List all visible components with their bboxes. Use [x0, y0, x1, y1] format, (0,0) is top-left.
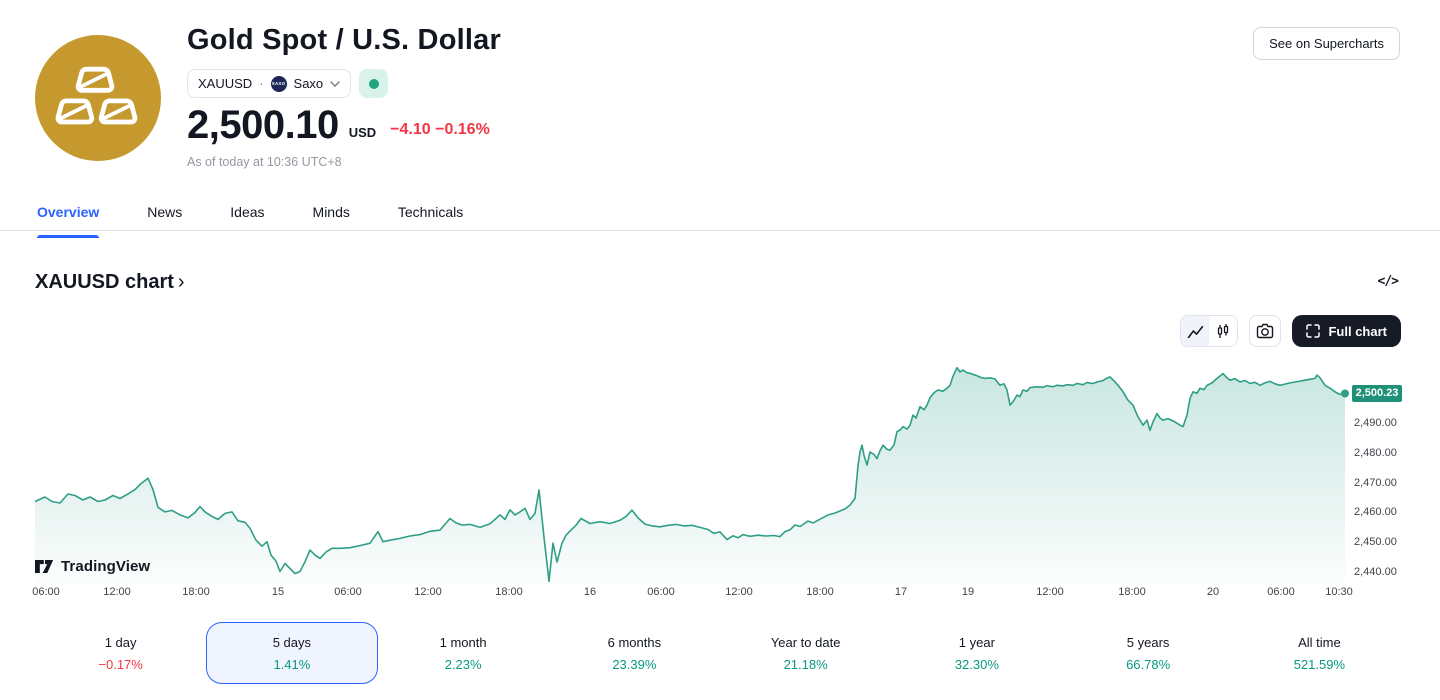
symbol-selector[interactable]: XAUUSD · SAXO Saxo: [187, 69, 352, 98]
price-currency: USD: [348, 125, 377, 140]
chevron-right-icon: ›: [177, 271, 185, 293]
time-scale-label: 06:00: [1267, 586, 1295, 598]
range-percent: 2.23%: [444, 656, 482, 672]
time-scale-label: 16: [583, 586, 597, 598]
price-scale-label: 2,440.00: [1354, 566, 1397, 578]
chart-type-switcher: [1180, 315, 1239, 347]
time-scale-label: 12:00: [1036, 586, 1064, 598]
chart-toolbar: Full chart: [1180, 315, 1401, 347]
time-scale-label: 18:00: [495, 586, 523, 598]
range-label: 1 day: [104, 634, 137, 650]
snapshot-button[interactable]: [1249, 315, 1282, 347]
tab-bar: Overview News Ideas Minds Technicals: [0, 201, 1440, 238]
area-chart-type-button[interactable]: [1181, 316, 1210, 346]
tab-technicals[interactable]: Technicals: [397, 204, 464, 220]
price-scale-label: 2,490.00: [1354, 417, 1397, 429]
page-title: Gold Spot / U.S. Dollar: [187, 24, 501, 56]
change-absolute: −4.10: [390, 121, 431, 138]
range-1-day[interactable]: 1 day −0.17%: [35, 622, 206, 684]
price-chart: 2,490.00 2,480.00 2,470.00 2,460.00 2,450.00…: [0, 358, 1440, 600]
range-label: Year to date: [770, 634, 841, 650]
price-scale-label: 2,470.00: [1354, 476, 1397, 489]
range-percent: 32.30%: [954, 656, 999, 672]
symbol-ticker: XAUUSD: [198, 76, 253, 91]
time-scale-label: 17: [894, 586, 908, 598]
range-year-to-date[interactable]: Year to date 21.18%: [720, 622, 891, 684]
tradingview-logo-icon: [35, 560, 54, 573]
time-scale-label: 18:00: [182, 586, 210, 598]
price-scale-label: 2,460.00: [1354, 506, 1397, 519]
time-scale-label: 20: [1206, 586, 1220, 598]
range-percent: −0.17%: [98, 656, 143, 672]
symbol-row: XAUUSD · SAXO Saxo: [187, 69, 389, 98]
tab-overview[interactable]: Overview: [37, 201, 100, 238]
candles-chart-type-button[interactable]: [1209, 316, 1238, 346]
range-label: 5 years: [1126, 634, 1170, 650]
time-scale-label: 12:00: [414, 586, 442, 598]
range-label: 5 days: [272, 634, 312, 650]
price-scale-label: 2,450.00: [1354, 536, 1397, 549]
tab-ideas[interactable]: Ideas: [230, 204, 265, 220]
full-chart-button[interactable]: Full chart: [1292, 315, 1401, 347]
exchange-logo: SAXO: [270, 75, 287, 92]
camera-icon: [1257, 323, 1274, 339]
symbol-separator: ·: [259, 76, 264, 91]
full-chart-label: Full chart: [1328, 323, 1387, 339]
tab-news[interactable]: News: [147, 204, 183, 220]
chart-section-title: XAUUSD chart: [35, 271, 174, 293]
range-selector: 1 day −0.17% 5 days 1.41% 1 month 2.23% …: [35, 622, 1405, 684]
market-status-badge[interactable]: [359, 69, 389, 98]
chevron-down-icon: [330, 80, 340, 87]
price-row: 2,500.10 USD −4.10 −0.16%: [187, 103, 490, 147]
range-label: 1 month: [439, 634, 487, 650]
range-percent: 521.59%: [1293, 656, 1346, 672]
time-scale-label: 06:00: [647, 586, 675, 598]
time-scale-label: 10:30: [1325, 586, 1353, 598]
time-scale-label: 06:00: [334, 586, 362, 598]
price-change: −4.10 −0.16%: [390, 121, 490, 147]
exchange-name: Saxo: [293, 76, 324, 91]
range-6-months[interactable]: 6 months 23.39%: [549, 622, 720, 684]
embed-code-icon[interactable]: </>: [1377, 274, 1400, 289]
tab-minds[interactable]: Minds: [312, 204, 350, 220]
range-label: 1 year: [958, 634, 995, 650]
range-5-years[interactable]: 5 years 66.78%: [1063, 622, 1234, 684]
range-label: All time: [1298, 634, 1341, 650]
range-5-days[interactable]: 5 days 1.41%: [206, 622, 378, 684]
market-open-dot-icon: [368, 78, 379, 89]
see-on-supercharts-button[interactable]: See on Supercharts: [1253, 27, 1400, 60]
current-price-badge: 2,500.23: [1352, 384, 1402, 402]
gold-ingots-icon: [55, 66, 138, 125]
time-scale-label: 18:00: [1118, 586, 1146, 598]
time-scale-label: 15: [271, 586, 285, 598]
range-1-year[interactable]: 1 year 32.30%: [891, 622, 1062, 684]
range-percent: 23.39%: [612, 656, 657, 672]
time-scale-label: 19: [961, 586, 975, 598]
range-percent: 66.78%: [1126, 656, 1171, 672]
area-chart-icon: [1187, 325, 1204, 338]
range-percent: 1.41%: [273, 656, 311, 672]
change-percent: −0.16%: [435, 121, 490, 138]
time-scale-label: 12:00: [103, 586, 131, 598]
gold-logo: [35, 35, 161, 161]
range-all-time[interactable]: All time 521.59%: [1234, 622, 1405, 684]
price-scale-label: 2,480.00: [1354, 446, 1397, 459]
candlestick-icon: [1218, 323, 1229, 338]
price-chart-plot[interactable]: [0, 358, 1356, 586]
range-1-month[interactable]: 1 month 2.23%: [378, 622, 549, 684]
tradingview-attribution[interactable]: TradingView: [35, 558, 150, 575]
fullscreen-icon: [1306, 324, 1321, 338]
current-price: 2,500.10: [187, 103, 339, 147]
range-label: 6 months: [607, 634, 662, 650]
tradingview-attribution-label: TradingView: [61, 558, 151, 575]
time-scale-label: 18:00: [806, 586, 834, 598]
chart-section-link[interactable]: XAUUSD chart ›: [35, 271, 185, 294]
time-scale-label: 12:00: [725, 586, 753, 598]
time-scale-label: 06:00: [32, 586, 60, 598]
as-of-timestamp: As of today at 10:36 UTC+8: [187, 155, 342, 169]
range-percent: 21.18%: [783, 656, 828, 672]
